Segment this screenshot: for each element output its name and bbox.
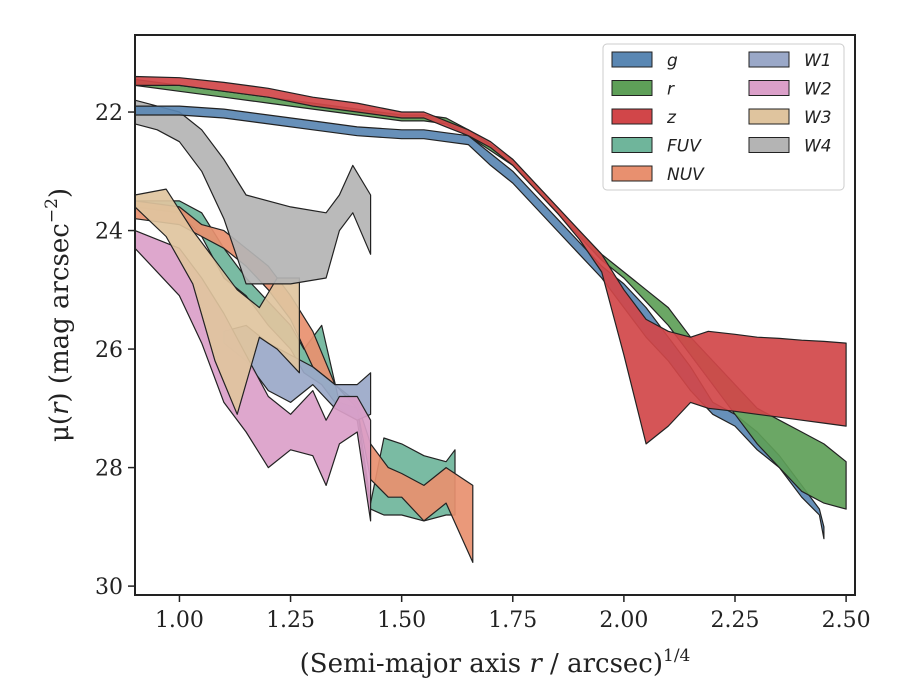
x-tick-label: 2.00 <box>599 608 648 633</box>
legend-items: grz FUV NUV W1 W2 W3 W4 <box>611 51 832 185</box>
x-tick-label: 1.00 <box>155 608 204 633</box>
legend-swatch <box>611 51 653 68</box>
x-tick-label: 1.75 <box>488 608 537 633</box>
y-axis-label: μ(r) (mag arcsec−2) <box>42 188 75 442</box>
legend-item-w2: W2 <box>748 80 832 100</box>
legend-swatch <box>748 108 790 125</box>
legend-label: W3 <box>804 108 832 128</box>
legend-item-r: r <box>611 80 675 100</box>
legend-label: W4 <box>804 137 832 157</box>
x-tick-label: 2.25 <box>711 608 760 633</box>
legend-swatch <box>748 80 790 96</box>
x-axis-label: (Semi-major axis r / arcsec)1/4 <box>300 646 691 679</box>
legend-swatch <box>611 165 653 182</box>
legend-item-g: g <box>611 51 678 71</box>
legend-label: NUV <box>667 165 705 185</box>
y-tick-label: 28 <box>95 457 123 482</box>
legend-swatch <box>748 51 790 68</box>
legend-item-fuv: FUV <box>611 137 702 157</box>
y-tick-label: 30 <box>95 575 123 600</box>
plot-frame <box>134 34 856 596</box>
legend-swatch <box>611 137 653 153</box>
legend-label: r <box>667 80 675 100</box>
series-band-w3 <box>134 188 300 415</box>
y-tick-label: 22 <box>95 101 123 126</box>
legend-swatch <box>611 108 653 125</box>
y-tick-label: 24 <box>95 220 123 245</box>
legend-label: W2 <box>804 80 832 100</box>
x-tick-label: 1.25 <box>266 608 315 633</box>
legend-label: g <box>667 51 678 71</box>
axis-ticks: 1.00 1.25 1.50 1.75 2.00 2.25 2.50 22 24 26 28 30 <box>95 101 871 633</box>
legend-label: W1 <box>804 51 832 71</box>
series-bands <box>134 75 847 564</box>
legend-item-w3: W3 <box>748 108 832 128</box>
series-band-w4 <box>134 99 372 285</box>
legend-label: FUV <box>667 137 702 157</box>
y-tick-label: 26 <box>95 338 123 363</box>
legend-item-nuv: NUV <box>611 165 705 185</box>
x-tick-label: 2.50 <box>822 608 871 633</box>
legend-item-w1: W1 <box>748 51 832 71</box>
legend-swatch <box>611 80 653 96</box>
series-band-z <box>134 75 847 445</box>
legend-label: z <box>666 108 677 128</box>
legend-item-z: z <box>611 108 677 128</box>
legend-swatch <box>748 137 790 153</box>
legend: grz FUV NUV W1 W2 W3 W4 <box>602 43 845 191</box>
legend-item-w4: W4 <box>748 137 832 157</box>
x-tick-label: 1.50 <box>377 608 426 633</box>
